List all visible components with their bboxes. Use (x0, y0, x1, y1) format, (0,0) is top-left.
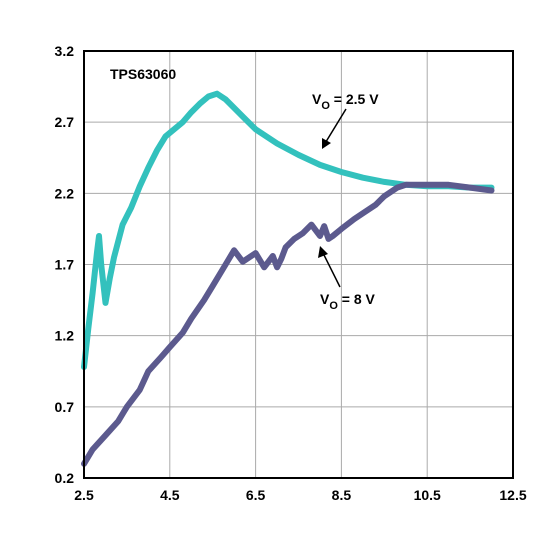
x-tick-label: 8.5 (332, 487, 352, 503)
y-tick-label: 1.7 (55, 257, 75, 273)
y-tick-label: 2.2 (55, 185, 75, 201)
annotation-vo-2-5-sub: O (321, 100, 330, 112)
x-tick-label: 6.5 (246, 487, 266, 503)
annotation-vo-8-sub: O (329, 300, 338, 312)
y-tick-label: 3.2 (55, 43, 75, 59)
y-tick-label: 1.2 (55, 328, 75, 344)
device-label: TPS63060 (110, 66, 176, 82)
x-tick-label: 10.5 (414, 487, 441, 503)
annotation-vo-2-5-v: V (312, 91, 322, 107)
y-tick-label: 0.7 (55, 399, 75, 415)
x-tick-label: 12.5 (499, 487, 526, 503)
annotation-vo-8: VO = 8 V (318, 246, 376, 312)
annotation-vo-8-arrow (322, 252, 341, 288)
annotation-vo-2-5-arrowhead (322, 138, 331, 149)
y-tick-label: 0.2 (55, 470, 75, 486)
annotation-vo-2-5-rest: = 2.5 V (330, 91, 379, 107)
annotation-vo-8-label: VO = 8 V (320, 291, 376, 312)
annotation-vo-8-arrowhead (318, 246, 328, 258)
annotation-vo-2-5-label: VO = 2.5 V (312, 91, 379, 112)
x-tick-label: 4.5 (160, 487, 180, 503)
annotation-vo-8-v: V (320, 291, 330, 307)
annotation-vo-2-5-arrow (323, 108, 347, 146)
series-line-vo_2_5 (81, 90, 495, 370)
y-tick-label: 2.7 (55, 114, 75, 130)
tick-label-layer: 2.5 4.5 6.5 8.5 10.5 12.5 0.2 0.7 1.2 1.7 2.2 2.7 3.… (55, 43, 527, 503)
annotation-vo-2-5: VO = 2.5 V (312, 91, 379, 149)
series-layer (81, 90, 495, 467)
x-tick-label: 2.5 (74, 487, 94, 503)
grid-layer (84, 51, 513, 478)
annotation-vo-8-rest: = 8 V (338, 291, 376, 307)
plot-frame (83, 50, 514, 479)
series-line-vo_8 (81, 181, 495, 467)
